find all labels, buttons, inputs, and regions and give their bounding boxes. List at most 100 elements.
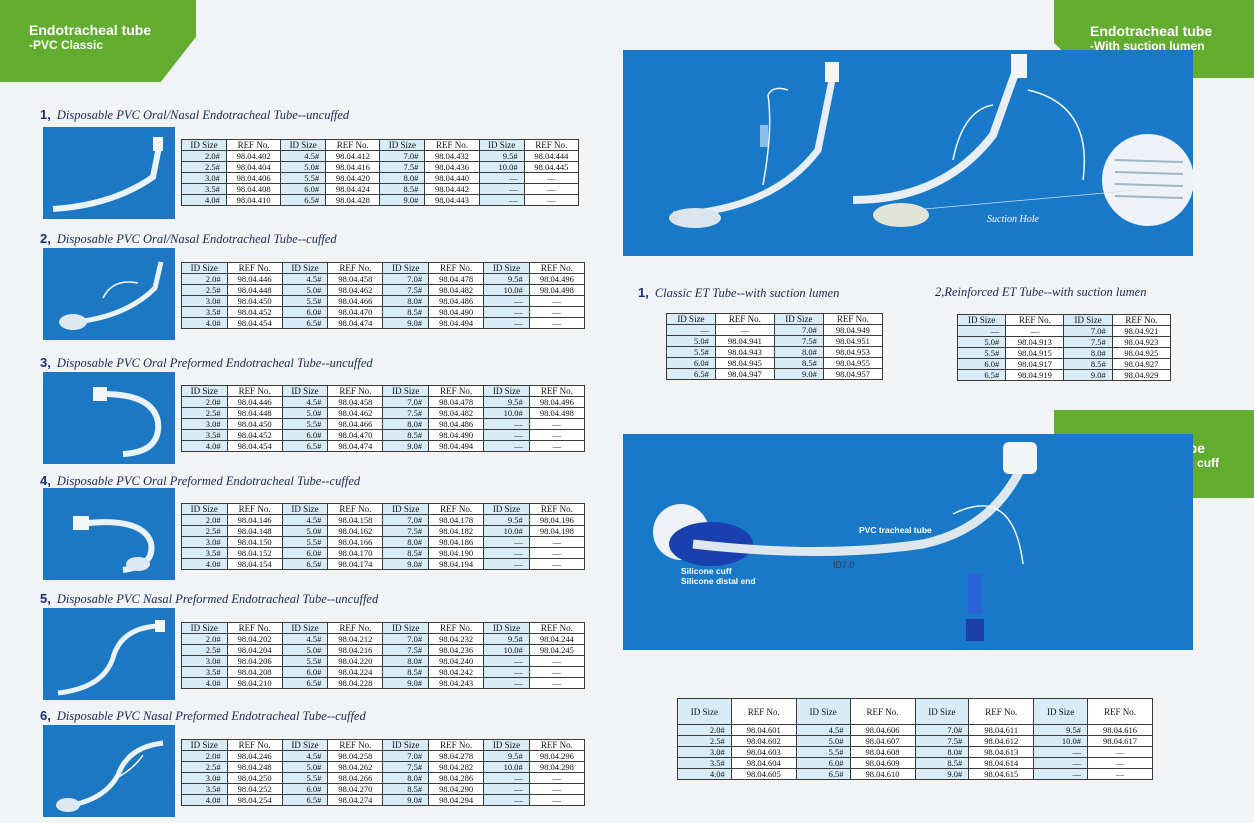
table-cell: 9.0# xyxy=(382,440,430,452)
table-header-cell: ID Size xyxy=(483,622,530,634)
table-header-cell: REF No. xyxy=(325,139,381,151)
table-cell: 2.5# xyxy=(677,735,732,747)
section-title-text: Disposable PVC Oral/Nasal Endotracheal T… xyxy=(56,232,337,246)
table-cell: 98.04.240 xyxy=(428,655,485,667)
table-cell: 9.0# xyxy=(914,768,970,780)
table-cell: 10.0# xyxy=(483,407,530,419)
table-cell: 98.04.236 xyxy=(428,644,485,656)
table-cell: 98.04.943 xyxy=(714,346,775,358)
section-3-title: 3, Disposable PVC Oral Preformed Endotrac… xyxy=(40,355,373,371)
table-cell: 3.5# xyxy=(181,666,228,678)
table-cell: 98.04.228 xyxy=(327,677,384,689)
table-cell: 4.0# xyxy=(677,768,732,780)
oral-preformed-uncuffed-thumbnail xyxy=(43,372,175,464)
table-cell: — xyxy=(528,558,586,570)
table-cell: 98.04.446 xyxy=(226,273,283,285)
table-header-cell: REF No. xyxy=(327,385,384,397)
table-cell: 8.0# xyxy=(382,655,430,667)
table-cell: 98.04.206 xyxy=(226,655,283,667)
table-cell: 5.0# xyxy=(281,407,329,419)
spec-table-section-3: ID Size REF No. ID Size REF No. ID Size REF N… xyxy=(181,385,586,452)
table-cell: 98.04.496 xyxy=(528,396,586,408)
table-cell: 7.5# xyxy=(379,161,426,173)
table-row: — —7.0# 98.04.949 xyxy=(666,324,884,336)
silicone-distal-end-label: Silicone distal end xyxy=(681,576,756,586)
table-cell: 98.04.210 xyxy=(226,677,283,689)
table-header-cell: ID Size xyxy=(181,739,228,751)
table-header-row: ID Size REF No. ID Size REF No. ID Size REF N… xyxy=(181,139,580,151)
table-cell: 98.04.166 xyxy=(327,536,384,548)
table-cell: 4.5# xyxy=(281,396,329,408)
table-header-row: ID Size REF No. ID Size REF No. ID Size REF N… xyxy=(181,739,586,751)
table-cell: 98.04.446 xyxy=(226,396,283,408)
table-cell: 98.04.601 xyxy=(730,724,797,736)
table-cell: — xyxy=(528,655,586,667)
table-header-cell: REF No. xyxy=(822,313,884,325)
table-cell: 4.5# xyxy=(281,273,329,285)
table-cell: 98.04.953 xyxy=(822,346,884,358)
table-cell: 98.04.605 xyxy=(730,768,797,780)
table-cell: 4.0# xyxy=(181,440,228,452)
spec-table-section-2: ID Size REF No. ID Size REF No. ID Size REF N… xyxy=(181,262,586,329)
table-cell: 3.5# xyxy=(181,429,228,441)
table-cell: 98.04.178 xyxy=(428,514,485,526)
table-header-cell: REF No. xyxy=(327,739,384,751)
table-header-cell: REF No. xyxy=(1087,698,1153,725)
table-cell: 98.04.470 xyxy=(327,429,384,441)
table-row: 3.0# 98.04.450 5.5# 98.04.466 8.0# 98.04.486—… xyxy=(181,295,586,307)
table-cell: 98.04.196 xyxy=(528,514,586,526)
table-header-cell: ID Size xyxy=(956,314,1007,326)
table-header-row: ID Size REF No. ID Size REF No. xyxy=(666,313,884,325)
table-cell: — xyxy=(483,536,530,548)
table-cell: 98.04.617 xyxy=(1087,735,1153,747)
table-cell: 98.04.298 xyxy=(528,761,586,773)
table-cell: 98.04.470 xyxy=(327,306,384,318)
table-header-cell: ID Size xyxy=(795,698,851,725)
table-cell: 5.5# xyxy=(281,418,329,430)
table-cell: 4.0# xyxy=(181,317,228,329)
table-cell: 5.0# xyxy=(281,644,329,656)
table-header-cell: ID Size xyxy=(382,739,430,751)
table-row: 6.5# 98.04.947 9.0# 98.04.957 xyxy=(666,368,884,380)
table-header-cell: REF No. xyxy=(528,262,586,274)
table-cell: 98.04.242 xyxy=(428,666,485,678)
table-cell: 98.04.286 xyxy=(428,772,485,784)
table-cell: 98.04.216 xyxy=(327,644,384,656)
table-cell: 4.5# xyxy=(281,633,329,645)
table-cell: 8.5# xyxy=(382,306,430,318)
table-header-cell: ID Size xyxy=(181,503,228,515)
table-cell: — xyxy=(956,325,1007,337)
table-row: 6.5# 98.04.919 9.0# 98.04.929 xyxy=(956,369,1172,381)
table-cell: 8.5# xyxy=(382,666,430,678)
table-cell: 6.5# xyxy=(956,369,1007,381)
uncuffed-tube-thumbnail xyxy=(43,127,175,219)
table-cell: — xyxy=(483,655,530,667)
table-cell: 98.04.296 xyxy=(528,750,586,762)
section-number: 6, xyxy=(40,708,51,723)
table-cell: — xyxy=(528,418,586,430)
section-title-text: Reinforced ET Tube--with suction lumen xyxy=(944,285,1147,299)
table-cell: — xyxy=(528,429,586,441)
table-cell: — xyxy=(478,183,525,195)
table-cell: 7.0# xyxy=(382,633,430,645)
table-header-cell: REF No. xyxy=(327,622,384,634)
table-header-cell: REF No. xyxy=(225,139,282,151)
table-cell: — xyxy=(528,536,586,548)
table-cell: 98.04.408 xyxy=(225,183,282,195)
table-row: 3.5# 98.04.208 6.0# 98.04.224 8.5# 98.04.242—… xyxy=(181,666,586,678)
table-row: 5.0# 98.04.913 7.5# 98.04.923 xyxy=(956,336,1172,348)
table-cell: 98.04.494 xyxy=(428,440,485,452)
silicone-cuff-label: Silicone cuff xyxy=(681,566,732,576)
table-header-cell: ID Size xyxy=(181,262,228,274)
table-cell: 9.5# xyxy=(483,750,530,762)
table-cell: 98.04.474 xyxy=(327,440,384,452)
table-cell: 10.0# xyxy=(483,525,530,537)
pvc-tube-label: PVC tracheal tube xyxy=(859,525,932,535)
table-cell: 6.0# xyxy=(281,547,329,559)
table-row: 2.0# 98.04.246 4.5# 98.04.258 7.0# 98.04.278 9… xyxy=(181,750,586,762)
table-cell: 3.5# xyxy=(181,306,228,318)
table-cell: 98.04.462 xyxy=(327,407,384,419)
table-cell: 9.0# xyxy=(379,194,426,206)
table-cell: 10.0# xyxy=(483,761,530,773)
table-cell: 9.5# xyxy=(483,633,530,645)
